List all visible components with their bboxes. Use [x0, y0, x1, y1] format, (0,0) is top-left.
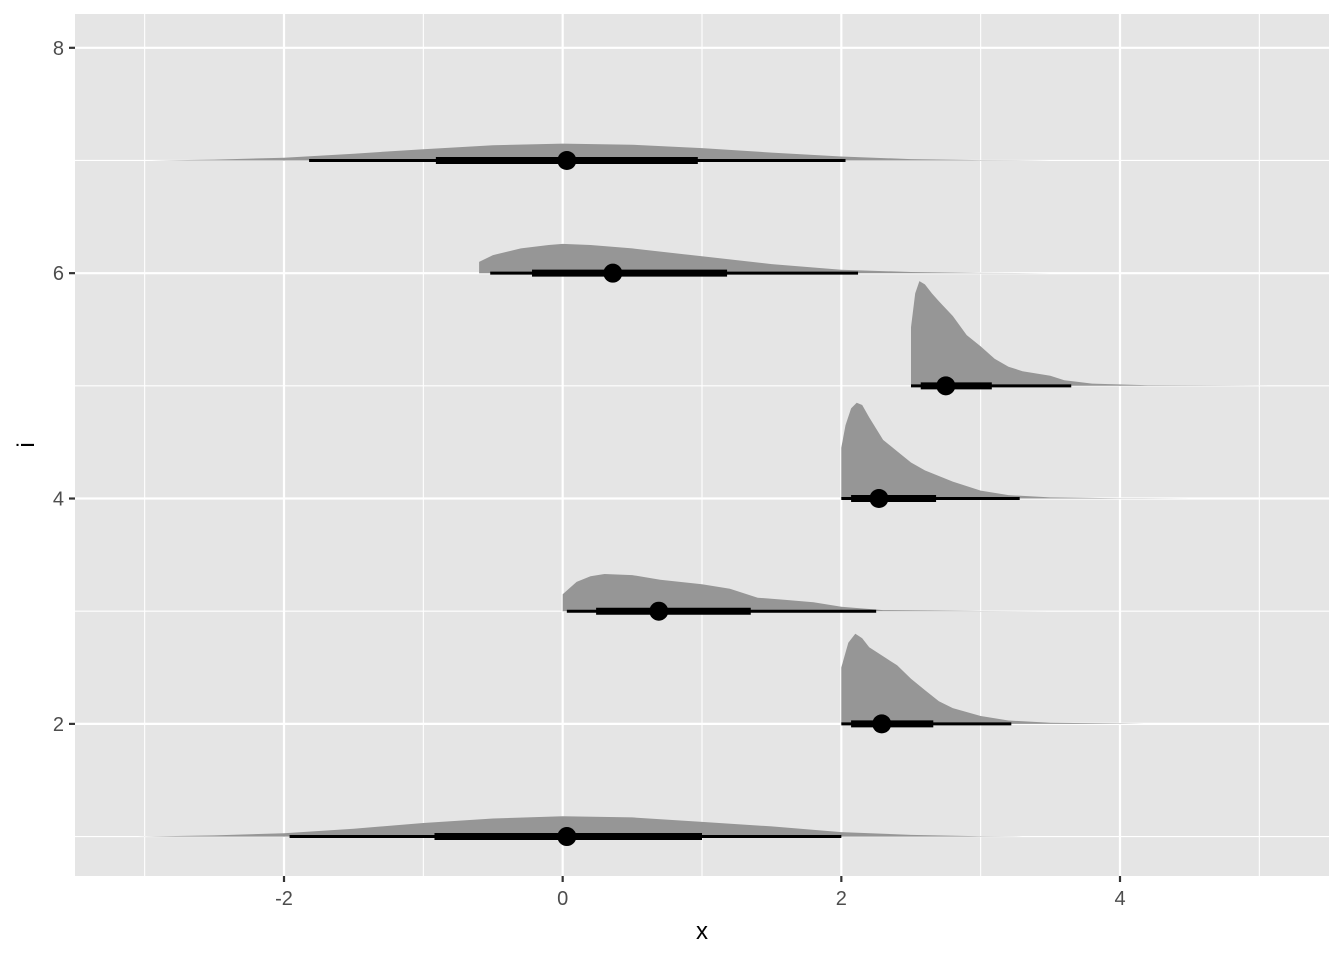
point-layer: [557, 150, 956, 847]
y-tick-label: 2: [53, 714, 64, 736]
x-axis: -2 0 2 4: [275, 876, 1126, 910]
density-slab-i4: [841, 402, 1190, 499]
x-axis-title: x: [696, 918, 708, 945]
point-i1: [557, 827, 577, 847]
y-axis: 2 4 6 8: [53, 38, 75, 736]
point-i6: [603, 263, 623, 283]
density-slab-i3: [562, 574, 1051, 612]
y-tick-label: 4: [53, 489, 64, 511]
point-i2: [872, 714, 892, 734]
density-slab-i1: [137, 816, 1023, 837]
y-tick-label: 6: [53, 263, 64, 285]
point-i7: [557, 150, 577, 170]
y-axis-title: i: [13, 442, 40, 447]
density-slab-i5: [911, 281, 1288, 386]
density-slab-i6: [479, 243, 1051, 274]
point-i5: [936, 376, 956, 396]
point-i3: [649, 601, 669, 621]
x-tick-label: 4: [1114, 888, 1125, 910]
density-slab-i7: [151, 143, 1051, 161]
point-i4: [869, 489, 889, 509]
x-tick-label: 0: [557, 888, 568, 910]
density-layer: [137, 143, 1288, 837]
y-tick-label: 8: [53, 38, 64, 60]
x-tick-label: 2: [836, 888, 847, 910]
density-slab-i2: [841, 633, 1148, 724]
x-tick-label: -2: [275, 888, 293, 910]
